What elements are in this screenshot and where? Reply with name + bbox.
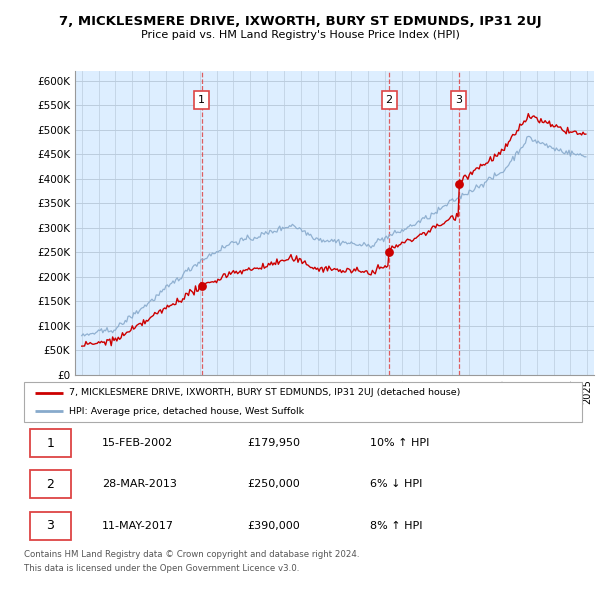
Text: 15-FEB-2002: 15-FEB-2002 [102, 438, 173, 448]
Text: 8% ↑ HPI: 8% ↑ HPI [370, 521, 422, 530]
FancyBboxPatch shape [29, 512, 71, 540]
Text: 2: 2 [386, 95, 392, 105]
FancyBboxPatch shape [24, 382, 582, 422]
Text: HPI: Average price, detached house, West Suffolk: HPI: Average price, detached house, West… [68, 407, 304, 415]
Text: £390,000: £390,000 [247, 521, 300, 530]
Point [384, 247, 394, 257]
Text: 10% ↑ HPI: 10% ↑ HPI [370, 438, 430, 448]
Text: 1: 1 [46, 437, 54, 450]
Text: £179,950: £179,950 [247, 438, 300, 448]
Text: Price paid vs. HM Land Registry's House Price Index (HPI): Price paid vs. HM Land Registry's House … [140, 30, 460, 40]
Text: 2: 2 [46, 478, 54, 491]
Text: 11-MAY-2017: 11-MAY-2017 [102, 521, 174, 530]
Text: 3: 3 [46, 519, 54, 532]
Text: 3: 3 [455, 95, 462, 105]
Text: 7, MICKLESMERE DRIVE, IXWORTH, BURY ST EDMUNDS, IP31 2UJ (detached house): 7, MICKLESMERE DRIVE, IXWORTH, BURY ST E… [68, 388, 460, 397]
FancyBboxPatch shape [29, 429, 71, 457]
Text: 1: 1 [198, 95, 205, 105]
Text: 7, MICKLESMERE DRIVE, IXWORTH, BURY ST EDMUNDS, IP31 2UJ: 7, MICKLESMERE DRIVE, IXWORTH, BURY ST E… [59, 15, 541, 28]
Text: 6% ↓ HPI: 6% ↓ HPI [370, 480, 422, 489]
Text: Contains HM Land Registry data © Crown copyright and database right 2024.: Contains HM Land Registry data © Crown c… [24, 550, 359, 559]
Point [197, 282, 206, 291]
Point [454, 179, 463, 188]
Text: This data is licensed under the Open Government Licence v3.0.: This data is licensed under the Open Gov… [24, 565, 299, 573]
FancyBboxPatch shape [29, 470, 71, 499]
Text: £250,000: £250,000 [247, 480, 300, 489]
Text: 28-MAR-2013: 28-MAR-2013 [102, 480, 177, 489]
